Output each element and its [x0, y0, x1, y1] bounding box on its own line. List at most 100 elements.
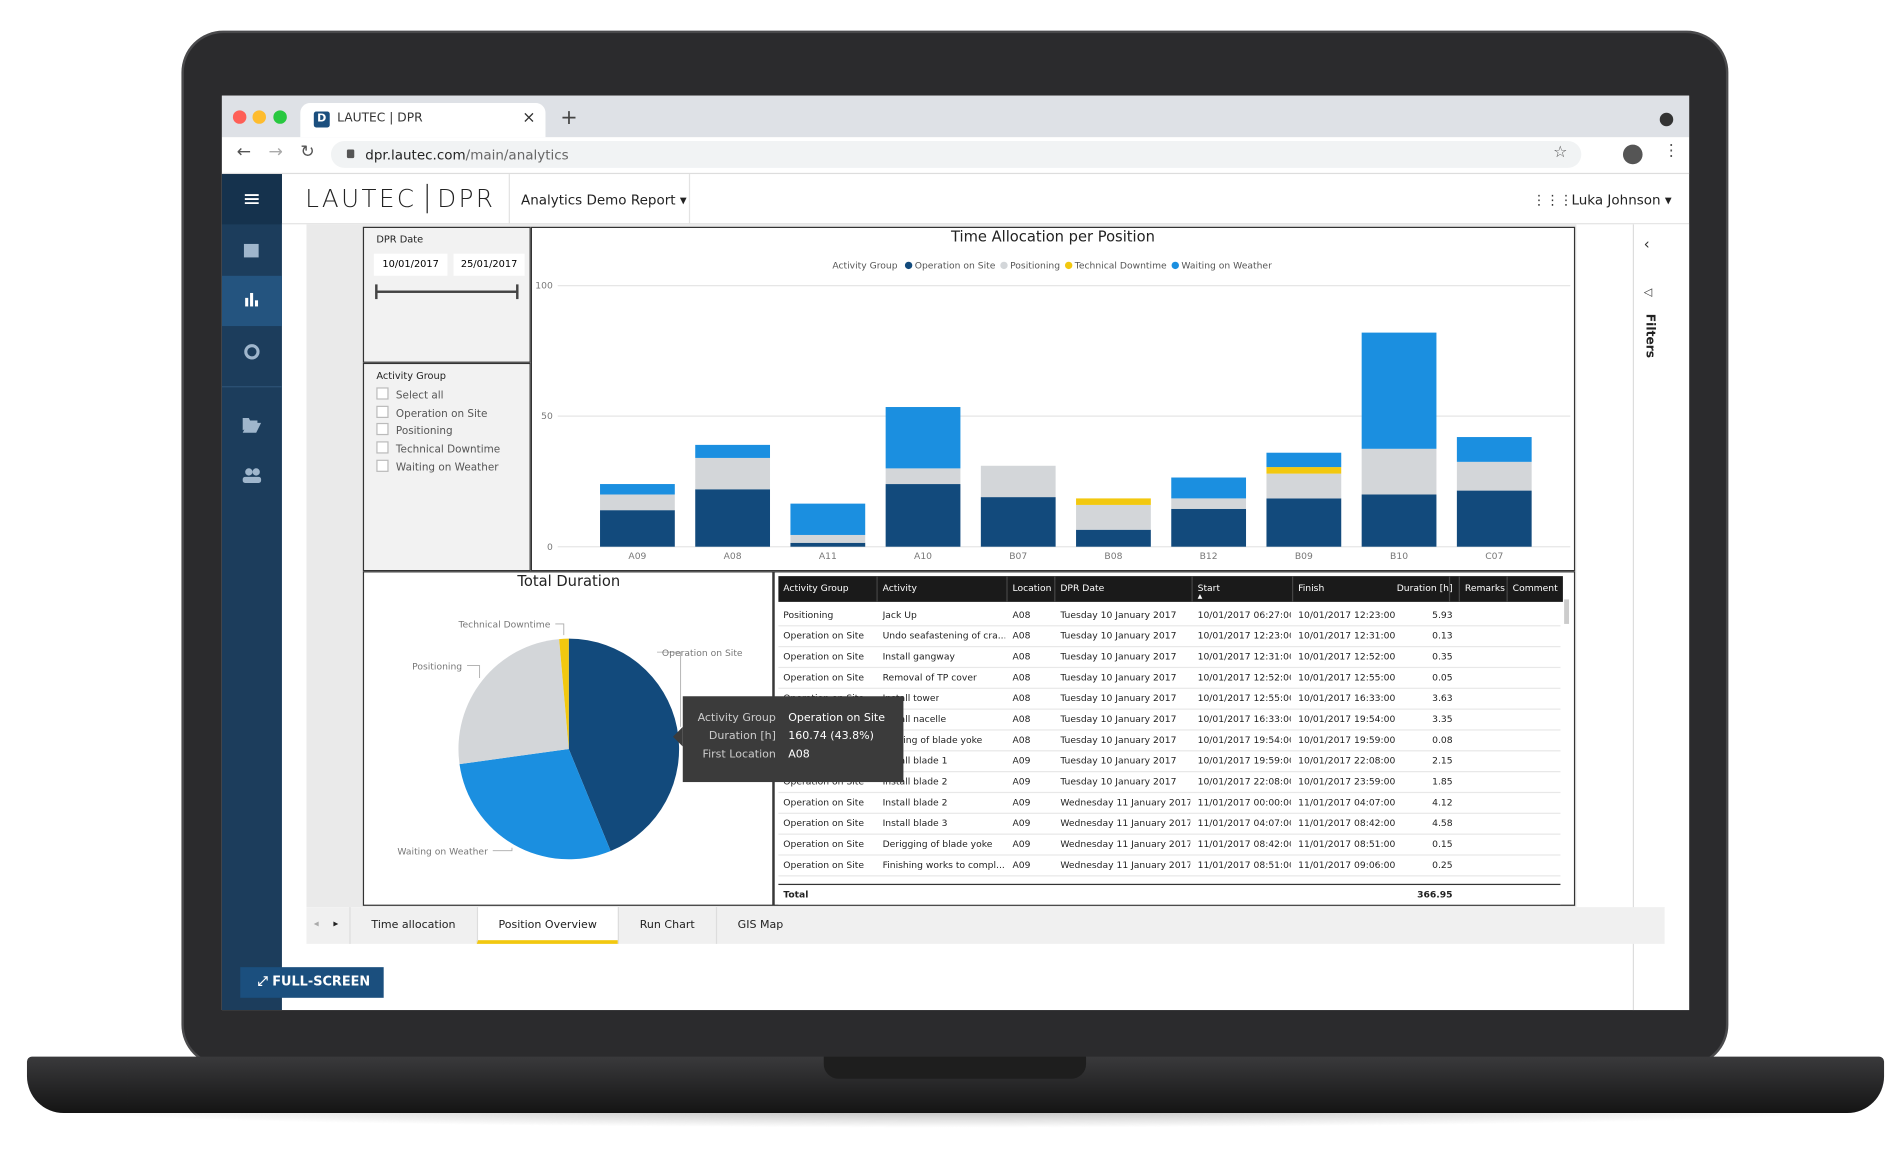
table-cell: Wednesday 11 January 2017 — [1060, 796, 1191, 808]
end-date[interactable]: 25/01/2017 — [453, 253, 525, 276]
start-date[interactable]: 10/01/2017 — [373, 253, 448, 276]
max-dot[interactable] — [273, 110, 287, 124]
settings-icon[interactable] — [244, 344, 260, 360]
table-cell: Tuesday 10 January 2017 — [1060, 692, 1177, 704]
table-row[interactable] — [778, 729, 1561, 752]
column-header: Start — [1197, 582, 1221, 594]
new-tab[interactable]: + — [560, 105, 578, 130]
app-header — [281, 174, 1690, 225]
table-row[interactable] — [778, 792, 1561, 814]
table-cell: 2.15 — [1432, 755, 1453, 767]
menu[interactable]: ⋮ — [1663, 142, 1680, 161]
profile[interactable] — [1622, 144, 1643, 165]
url-path: /main/analytics — [465, 147, 569, 164]
table-cell: A08 — [1012, 692, 1031, 704]
bar-segment — [1361, 448, 1437, 495]
page-tab[interactable]: GIS Map — [715, 907, 805, 944]
table-row[interactable] — [778, 834, 1561, 856]
table-cell: Operation on Site — [783, 630, 865, 642]
table-cell: 10/01/2017 12:23:00 — [1298, 609, 1396, 621]
column-header: Activity — [882, 582, 917, 594]
tab-prev[interactable]: ◂ — [313, 918, 319, 930]
report-select[interactable]: Analytics Demo Report ▾ — [520, 192, 687, 209]
table-row[interactable] — [778, 688, 1561, 710]
leader-line — [467, 665, 481, 678]
table-cell: Operation on Site — [783, 650, 865, 662]
fullscreen-button[interactable]: ⤢ FULL-SCREEN — [240, 967, 384, 998]
column-divider — [1448, 576, 1451, 602]
forward[interactable]: → — [268, 142, 283, 162]
slider-handle[interactable] — [516, 284, 519, 300]
slicer-option[interactable]: Select all — [376, 387, 444, 402]
slicer-option[interactable]: Operation on Site — [376, 405, 487, 420]
min-dot[interactable] — [252, 110, 266, 124]
table-cell: Wednesday 11 January 2017 — [1060, 859, 1191, 871]
hamburger[interactable]: ≡ — [221, 174, 282, 225]
browser-tab[interactable] — [300, 102, 546, 138]
users-icon[interactable] — [245, 468, 253, 476]
table-row[interactable] — [778, 771, 1561, 794]
bar-segment — [695, 489, 771, 547]
slicer-option[interactable]: Waiting on Weather — [376, 459, 499, 474]
page-tab[interactable]: Time allocation — [349, 907, 476, 944]
slider-handle[interactable] — [375, 284, 378, 300]
slice-label: Operation on Site — [662, 648, 743, 659]
table-row[interactable] — [778, 750, 1561, 773]
table-row[interactable] — [778, 625, 1561, 648]
table-cell: Jack Up — [882, 609, 917, 621]
bar-segment — [790, 503, 866, 535]
chart-title: Time Allocation per Position — [950, 228, 1155, 245]
legend-marker — [1000, 261, 1008, 270]
user-menu[interactable]: Luka Johnson ▾ — [1571, 192, 1672, 209]
option-label: Operation on Site — [395, 407, 488, 421]
table-cell: 11/01/2017 04:07:00 — [1197, 817, 1291, 829]
table-cell: Install tower — [882, 692, 940, 704]
folder-icon[interactable] — [242, 417, 262, 433]
table-cell: A09 — [1012, 838, 1031, 850]
page-tab[interactable]: Position Overview — [476, 907, 618, 944]
bookmark[interactable]: ☆ — [1553, 143, 1568, 162]
bar-segment — [980, 465, 1056, 498]
back[interactable]: ← — [236, 142, 251, 162]
calendar-icon[interactable] — [243, 243, 259, 258]
table-cell: A08 — [1012, 671, 1031, 683]
x-tick-label: B12 — [1200, 551, 1218, 562]
close-dot[interactable] — [232, 110, 247, 124]
table-cell: Tuesday 10 January 2017 — [1060, 755, 1177, 767]
date-slicer-title: DPR Date — [376, 234, 424, 246]
slicer-option[interactable]: Technical Downtime — [376, 441, 500, 456]
table-cell: Tuesday 10 January 2017 — [1060, 734, 1177, 746]
table-cell: A08 — [1012, 650, 1031, 662]
x-tick-label: B09 — [1295, 551, 1313, 562]
date-slider[interactable] — [376, 290, 519, 293]
table-row[interactable] — [778, 646, 1561, 669]
bar-chart: Time Allocation per Position Activity Gro… — [535, 228, 1571, 562]
y-tick-label: 0 — [547, 542, 553, 553]
tab-close[interactable]: × — [522, 109, 536, 128]
table-cell: 0.25 — [1432, 859, 1453, 871]
table-row[interactable] — [778, 604, 1561, 627]
tooltip-value: A08 — [788, 748, 810, 762]
table-cell: Tuesday 10 January 2017 — [1060, 671, 1177, 683]
table-row[interactable] — [778, 813, 1561, 835]
chart-icon[interactable] — [245, 297, 249, 307]
table-row[interactable] — [778, 667, 1561, 689]
filters-pane[interactable] — [1632, 224, 1690, 1011]
table-cell: 0.13 — [1432, 630, 1453, 642]
tab-next[interactable]: ▸ — [333, 918, 339, 930]
table-cell: 4.12 — [1432, 796, 1453, 808]
table-cell: Operation on Site — [783, 859, 865, 871]
table-row[interactable] — [778, 854, 1561, 877]
apps-icon[interactable]: ⋮⋮⋮ — [1532, 192, 1573, 209]
tab-search[interactable] — [1659, 112, 1674, 127]
favicon: D — [313, 111, 330, 128]
table-row[interactable] — [778, 709, 1561, 731]
page-tab[interactable]: Run Chart — [617, 907, 716, 944]
collapse[interactable]: ‹ — [1643, 235, 1650, 253]
url-bar[interactable] — [330, 140, 1582, 168]
reload[interactable]: ↻ — [300, 142, 315, 162]
column-divider — [876, 576, 878, 602]
table-cell: 10/01/2017 19:54:00 — [1197, 734, 1291, 746]
slicer-option[interactable]: Positioning — [376, 423, 453, 438]
